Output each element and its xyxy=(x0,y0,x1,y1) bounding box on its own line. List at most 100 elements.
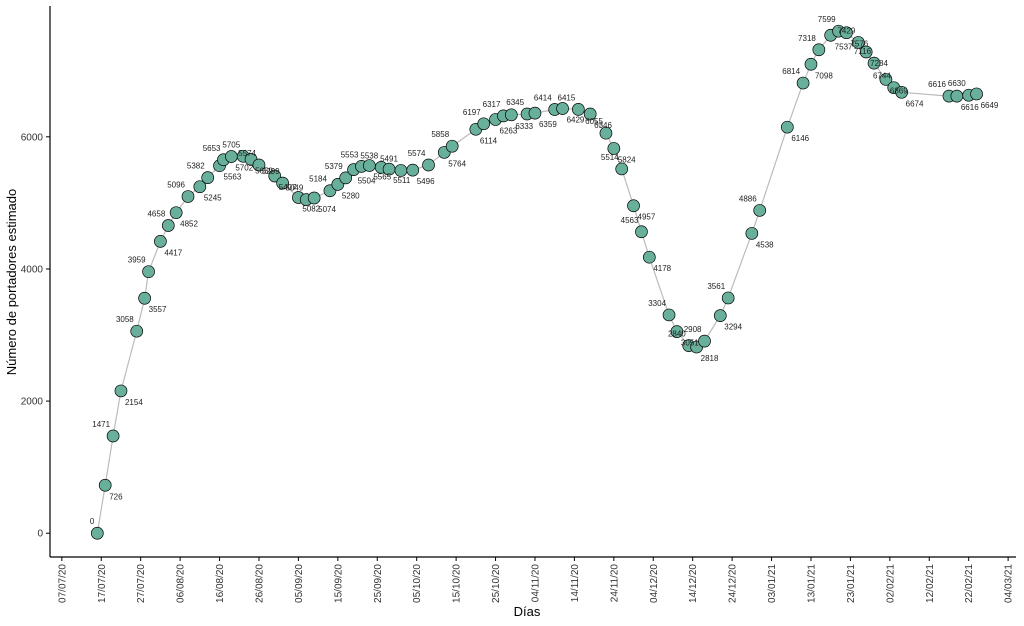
data-label: 4178 xyxy=(653,264,671,273)
data-label: 6317 xyxy=(483,100,501,109)
data-label: 7537 xyxy=(835,42,853,51)
data-label: 7576 xyxy=(850,40,868,49)
data-label: 5574 xyxy=(408,149,426,158)
x-tick-label: 04/12/20 xyxy=(649,564,660,603)
data-label: 5504 xyxy=(358,177,376,186)
data-label: 6333 xyxy=(515,122,533,131)
point xyxy=(138,291,151,305)
x-tick-label: 15/09/20 xyxy=(333,564,344,603)
x-tick-label: 14/12/20 xyxy=(688,564,699,603)
data-label: 0 xyxy=(90,517,95,526)
data-label: 726 xyxy=(109,492,123,501)
point xyxy=(169,206,183,220)
point xyxy=(225,150,238,163)
data-label: 6674 xyxy=(906,99,924,108)
y-tick-label: 0 xyxy=(37,529,43,540)
x-axis-title: Días xyxy=(514,604,541,619)
x-tick-label: 14/11/20 xyxy=(570,564,581,603)
data-label: 5379 xyxy=(325,162,343,171)
data-label: 5049 xyxy=(285,184,303,193)
data-label: 6649 xyxy=(981,101,999,110)
point xyxy=(154,235,167,248)
data-label: 5824 xyxy=(618,155,636,164)
x-tick-label: 03/01/21 xyxy=(767,564,778,603)
data-label: 5563 xyxy=(224,173,242,182)
data-label: 6814 xyxy=(782,67,800,76)
point xyxy=(161,219,175,232)
data-label: 5514 xyxy=(601,153,619,162)
point xyxy=(615,162,629,176)
point xyxy=(130,324,144,338)
x-tick-label: 24/12/20 xyxy=(728,564,739,603)
point xyxy=(504,108,518,122)
x-tick-label: 24/11/20 xyxy=(609,564,620,603)
x-tick-label: 02/02/21 xyxy=(885,564,896,603)
data-label: 5702 xyxy=(235,164,253,173)
y-axis-title: Número de portadores estimado xyxy=(4,189,19,375)
point xyxy=(528,106,542,120)
point xyxy=(363,159,376,172)
x-tick-label: 04/03/21 xyxy=(1004,564,1015,603)
data-label: 5659 xyxy=(255,166,273,175)
data-label: 5382 xyxy=(187,162,205,171)
data-label: 6869 xyxy=(890,86,908,95)
point xyxy=(642,250,656,264)
point xyxy=(142,265,155,279)
point xyxy=(252,158,266,172)
point xyxy=(201,171,215,185)
point xyxy=(840,26,853,40)
point xyxy=(721,291,735,305)
data-label: 5082 xyxy=(302,204,320,213)
data-label: 5565 xyxy=(373,173,391,182)
point xyxy=(859,45,873,59)
point xyxy=(662,308,676,322)
point xyxy=(607,142,621,155)
data-label: 5074 xyxy=(318,205,336,214)
data-label: 6359 xyxy=(539,120,557,129)
y-tick-label: 4000 xyxy=(21,264,44,275)
data-label: 3058 xyxy=(116,315,134,324)
data-label: 7429 xyxy=(837,26,855,35)
data-label: 4957 xyxy=(638,213,656,222)
x-tick-label: 04/11/20 xyxy=(530,564,541,603)
data-label: 5245 xyxy=(204,194,222,203)
x-tick-label: 17/07/20 xyxy=(97,564,108,603)
data-label: 7599 xyxy=(818,15,836,24)
data-label: 6114 xyxy=(480,136,498,145)
point xyxy=(867,56,881,70)
data-label: 5299 xyxy=(262,167,280,176)
data-label: 7116 xyxy=(854,47,872,56)
point xyxy=(812,43,826,57)
data-label: 3051 xyxy=(681,339,699,348)
data-label: 2154 xyxy=(125,398,143,407)
point xyxy=(445,139,459,153)
data-label: 6263 xyxy=(500,126,518,135)
data-label: 6415 xyxy=(558,93,576,102)
data-label: 7284 xyxy=(870,59,888,68)
y-tick-label: 2000 xyxy=(21,397,44,408)
y-tick-label: 6000 xyxy=(21,132,44,143)
point xyxy=(713,309,727,322)
data-label: 5705 xyxy=(222,140,240,149)
x-tick-label: 12/02/21 xyxy=(925,564,936,603)
point xyxy=(106,429,120,443)
point xyxy=(394,164,408,177)
data-label: 5764 xyxy=(448,159,466,168)
x-tick-label: 23/01/21 xyxy=(846,564,857,603)
point xyxy=(114,384,128,398)
data-label: 5858 xyxy=(431,130,449,139)
x-tick-label: 13/01/21 xyxy=(806,564,817,603)
data-label: 3959 xyxy=(128,256,146,265)
data-label: 5653 xyxy=(203,144,221,153)
data-label: 6055 xyxy=(585,117,603,126)
x-tick-label: 25/09/20 xyxy=(373,564,384,603)
point xyxy=(571,103,585,116)
point xyxy=(477,117,491,131)
data-label: 5574 xyxy=(238,149,256,158)
data-label: 2908 xyxy=(684,325,702,334)
point xyxy=(950,89,964,103)
data-label: 6346 xyxy=(594,121,612,130)
x-tick-label: 25/10/20 xyxy=(491,564,502,603)
data-label: 6414 xyxy=(534,93,552,102)
